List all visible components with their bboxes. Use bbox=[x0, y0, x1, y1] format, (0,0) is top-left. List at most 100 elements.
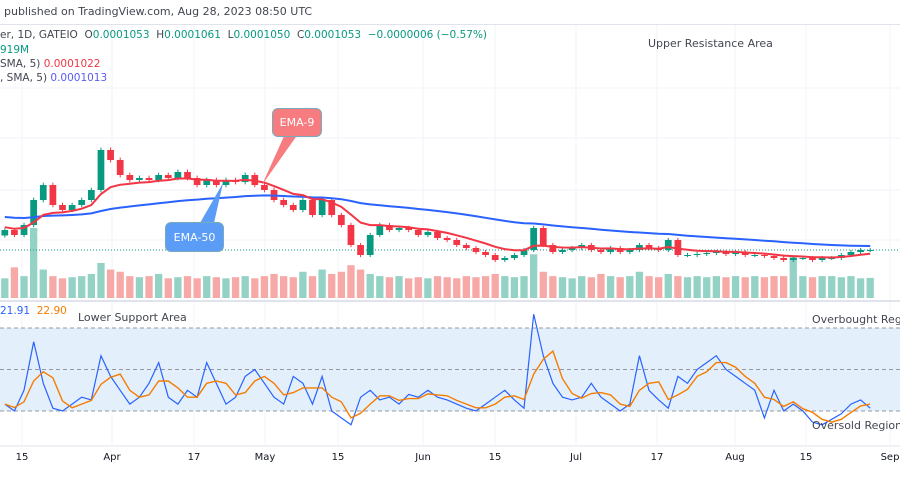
volume-bar bbox=[135, 277, 144, 298]
volume-bar bbox=[741, 277, 749, 298]
candle bbox=[645, 245, 653, 248]
candle bbox=[568, 248, 576, 250]
candle bbox=[280, 200, 288, 205]
upper-resistance-label: Upper Resistance Area bbox=[648, 37, 773, 50]
candle bbox=[145, 178, 153, 180]
candle bbox=[289, 205, 297, 210]
candle bbox=[261, 185, 268, 190]
high-value: 0.0001061 bbox=[164, 29, 221, 41]
candle bbox=[434, 232, 441, 238]
volume-bar bbox=[308, 276, 317, 298]
candle bbox=[443, 238, 451, 240]
volume-bar bbox=[703, 277, 711, 298]
volume-bar bbox=[866, 277, 874, 298]
candle bbox=[174, 172, 182, 178]
candle bbox=[212, 180, 220, 185]
volume-bar bbox=[145, 276, 153, 298]
x-tick-label: Jul bbox=[569, 452, 583, 463]
volume-bar bbox=[731, 276, 740, 298]
ema50-legend: , SMA, 5) 0.0001013 bbox=[0, 72, 107, 84]
volume-bar bbox=[722, 277, 730, 298]
volume-bar bbox=[568, 278, 576, 298]
volume-bar bbox=[472, 277, 480, 298]
candle bbox=[549, 245, 557, 252]
candle bbox=[501, 258, 509, 260]
volume-bar bbox=[780, 276, 788, 298]
published-info: published on TradingView.com, Aug 28, 20… bbox=[4, 5, 313, 18]
candle bbox=[337, 215, 345, 225]
close-label: C bbox=[296, 29, 305, 41]
candle bbox=[626, 250, 634, 252]
volume-bar bbox=[299, 271, 307, 298]
candle bbox=[597, 250, 605, 252]
candle bbox=[328, 200, 336, 215]
volume-bar bbox=[520, 276, 528, 298]
candle bbox=[424, 232, 432, 235]
candle bbox=[11, 230, 18, 235]
candle bbox=[59, 205, 66, 210]
candle bbox=[222, 180, 230, 185]
volume-bar bbox=[183, 276, 192, 298]
volume-bar bbox=[606, 276, 615, 298]
volume-bar bbox=[501, 276, 509, 298]
candle bbox=[136, 178, 143, 180]
candle bbox=[30, 200, 38, 225]
volume-bar bbox=[10, 267, 19, 298]
volume-bar bbox=[828, 276, 836, 298]
oscillator-k-line bbox=[4, 314, 871, 426]
volume-bar bbox=[578, 276, 586, 298]
oversold-label: Oversold Region bbox=[812, 419, 900, 432]
volume-bar bbox=[106, 269, 115, 298]
candle bbox=[712, 252, 720, 253]
ema9-callout: EMA-9 bbox=[272, 108, 322, 137]
candle bbox=[97, 150, 105, 190]
ema50-legend-label: , SMA, 5) bbox=[0, 72, 48, 84]
volume-bar bbox=[328, 273, 336, 298]
volume-bar bbox=[664, 273, 672, 298]
ema9-value: 0.0001022 bbox=[43, 58, 101, 70]
volume-bar bbox=[558, 277, 567, 298]
volume-bar bbox=[481, 276, 490, 298]
candle bbox=[241, 175, 249, 182]
candle bbox=[809, 258, 816, 260]
candle bbox=[761, 255, 768, 256]
x-tick-label: 15 bbox=[488, 452, 502, 463]
candle bbox=[674, 240, 682, 255]
volume-bar bbox=[799, 276, 807, 298]
volume-bar bbox=[635, 271, 644, 298]
candle bbox=[405, 228, 413, 230]
volume-bar bbox=[241, 276, 249, 298]
x-tick-label: May bbox=[254, 452, 276, 463]
candle bbox=[78, 200, 86, 205]
volume-bar bbox=[837, 277, 845, 298]
lower-support-label: Lower Support Area bbox=[78, 311, 187, 324]
x-tick-label: Jun bbox=[415, 452, 431, 463]
candle bbox=[126, 175, 134, 180]
volume-bar bbox=[155, 273, 163, 298]
volume-bar bbox=[751, 276, 759, 298]
candle bbox=[799, 258, 807, 259]
candle bbox=[847, 252, 855, 255]
candle bbox=[828, 258, 836, 259]
volume-bar bbox=[270, 273, 278, 298]
candle bbox=[299, 200, 307, 210]
volume-bar bbox=[260, 276, 269, 298]
volume-bar bbox=[433, 276, 442, 298]
price-chart[interactable] bbox=[0, 25, 900, 450]
volume-bar bbox=[539, 271, 547, 298]
volume-bar bbox=[530, 254, 538, 298]
candle bbox=[520, 250, 528, 255]
volume-bar bbox=[443, 277, 451, 298]
osc-d-value: 22.90 bbox=[36, 305, 67, 317]
candle bbox=[482, 252, 489, 255]
candle bbox=[559, 250, 566, 252]
volume-value: 919M bbox=[0, 44, 30, 56]
candle bbox=[607, 248, 614, 252]
x-tick-label: 15 bbox=[15, 452, 29, 463]
volume-bar bbox=[683, 277, 692, 298]
volume-bar bbox=[366, 273, 374, 298]
volume-bar bbox=[337, 271, 345, 298]
ema50-callout-pointer bbox=[200, 183, 223, 223]
x-tick-label: Apr bbox=[103, 452, 121, 463]
volume-bar bbox=[818, 276, 826, 298]
